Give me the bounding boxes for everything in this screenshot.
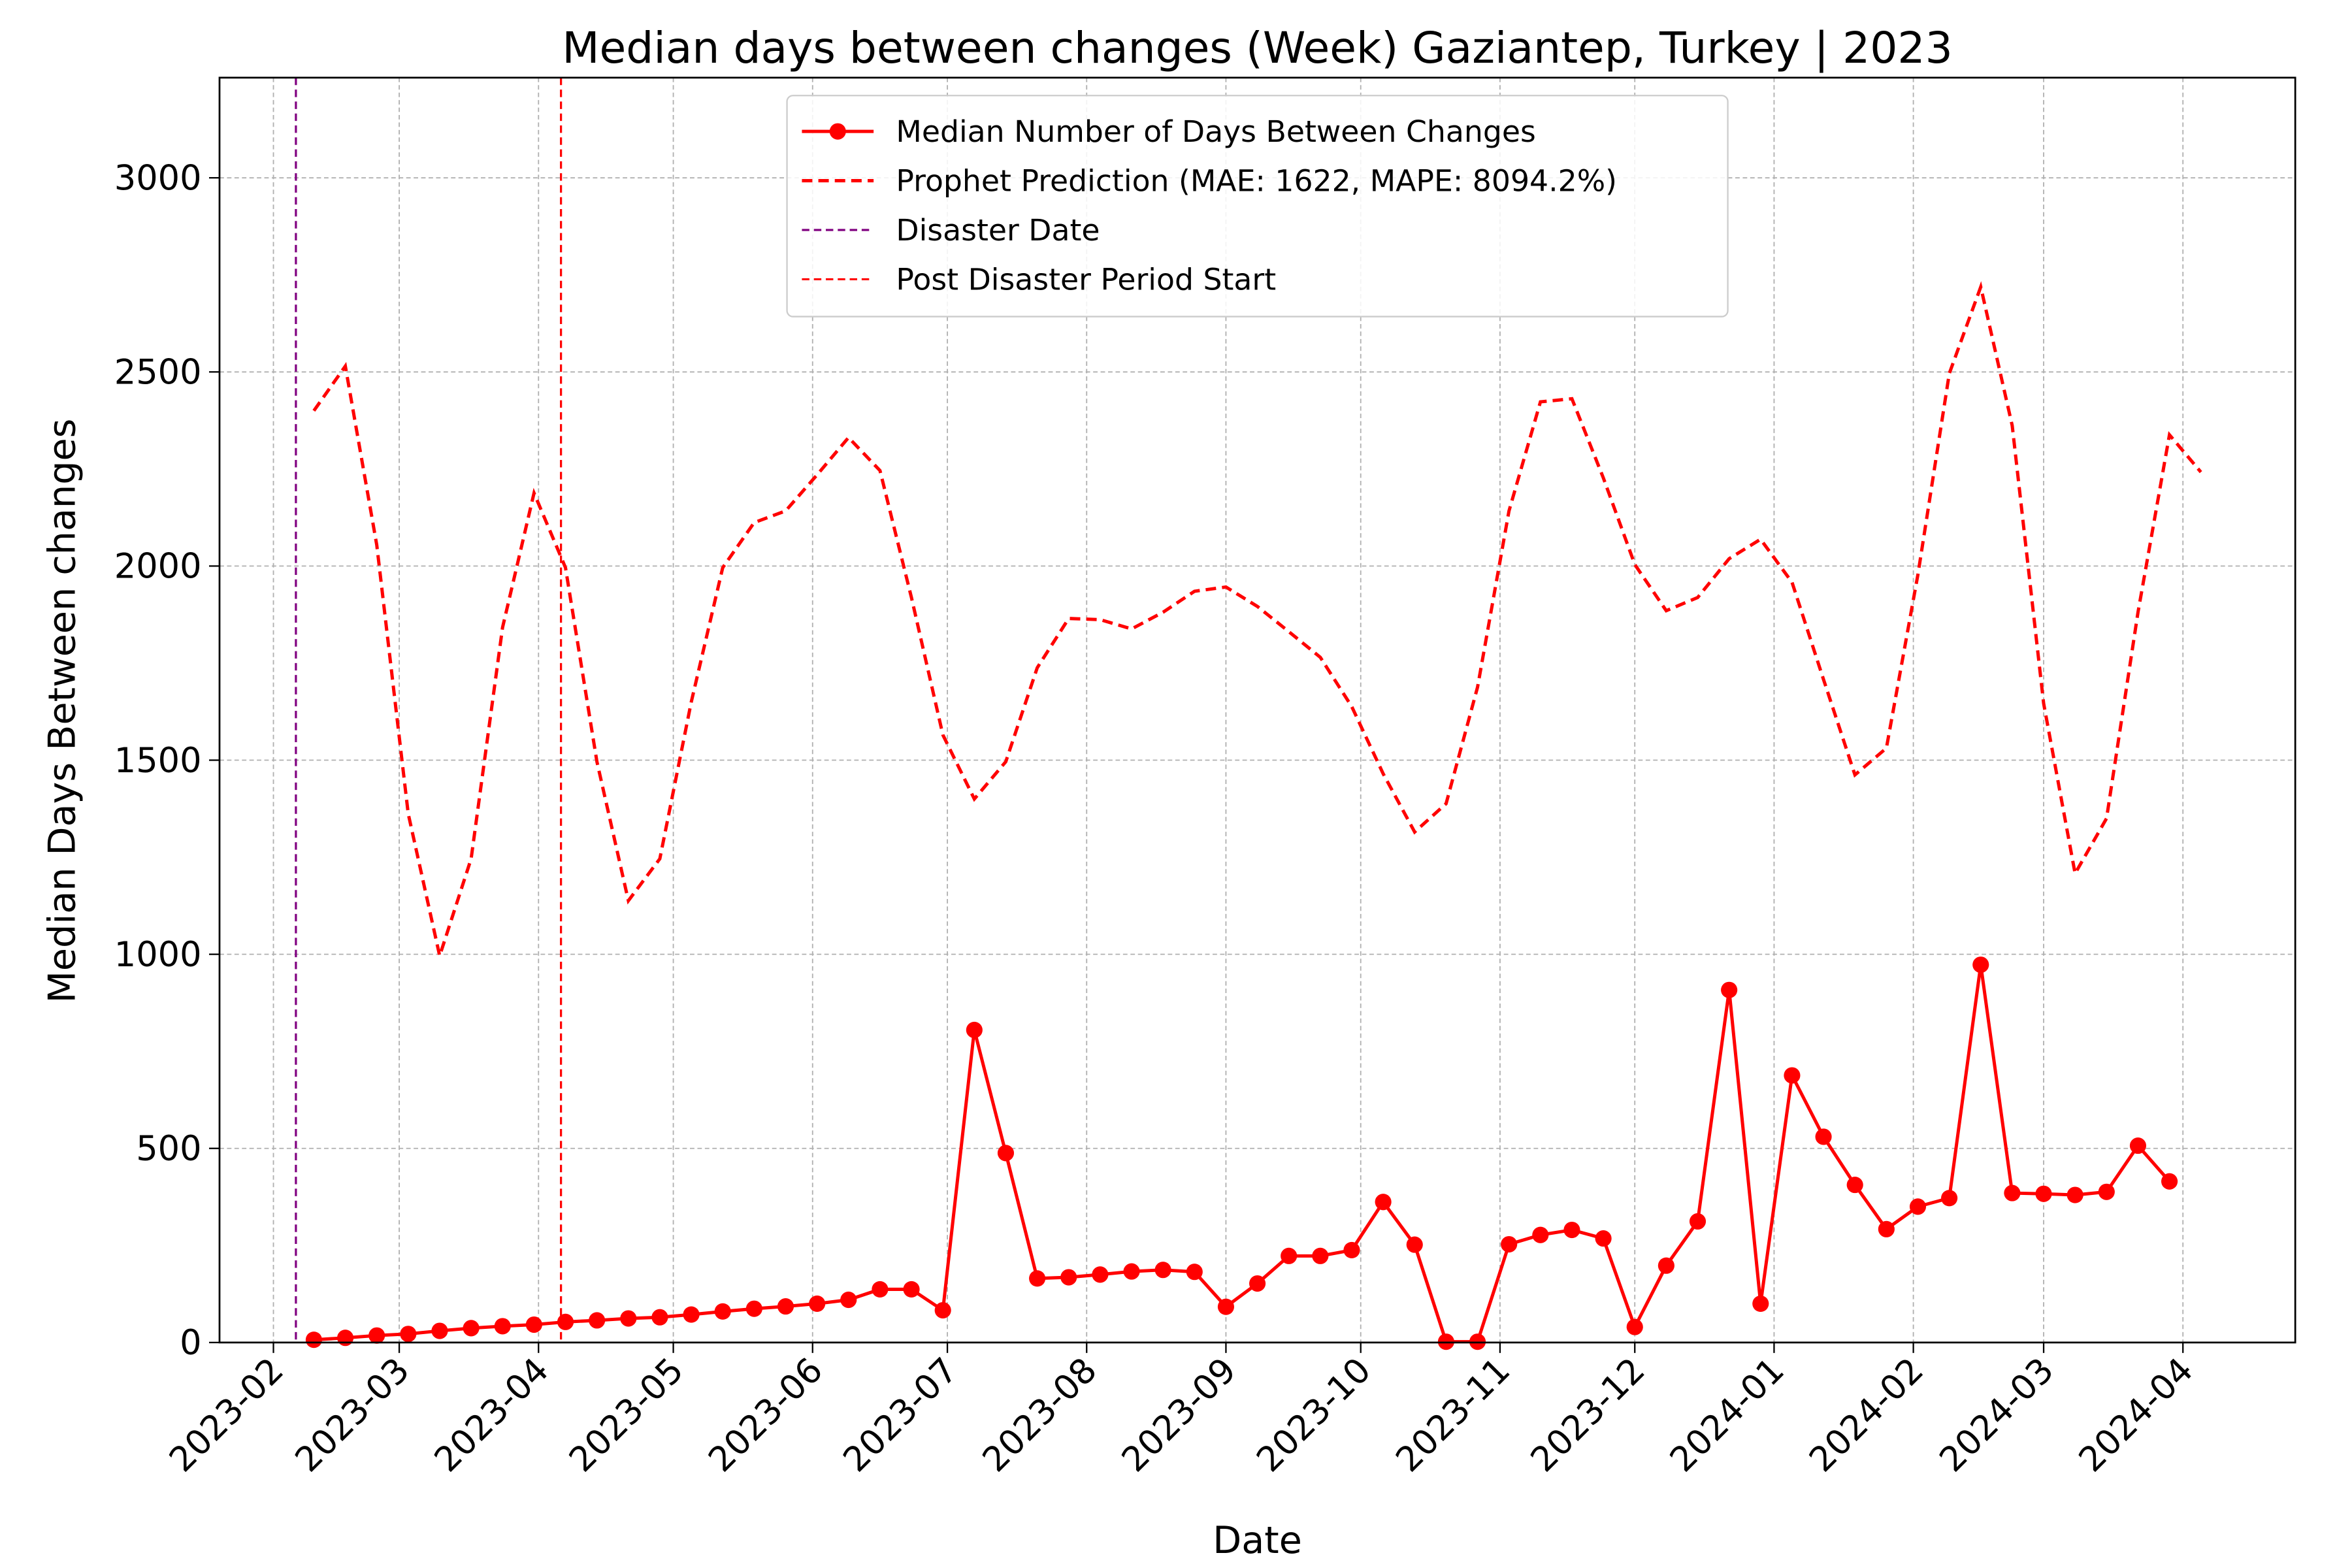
point: [2004, 1184, 2021, 1201]
point: [1941, 1190, 1958, 1207]
point: [1626, 1318, 1643, 1335]
point: [1406, 1236, 1423, 1253]
point: [2035, 1185, 2052, 1202]
point: [1721, 981, 1738, 998]
plot-frame: [218, 76, 2296, 1344]
y-tick-label: 500: [136, 1129, 201, 1169]
point: [1595, 1230, 1612, 1247]
point: [1815, 1128, 1832, 1145]
point: [1909, 1198, 1927, 1215]
point: [1312, 1247, 1329, 1264]
point: [2098, 1183, 2115, 1200]
legend-marker: [829, 123, 846, 140]
point: [1375, 1194, 1392, 1211]
y-tick-label: 1500: [114, 741, 202, 781]
point: [1972, 956, 1989, 973]
point: [525, 1316, 542, 1333]
x-axis-label: Date: [1213, 1519, 1302, 1562]
chart-title: Median days between changes (Week) Gazia…: [562, 22, 1952, 73]
point: [1752, 1295, 1769, 1313]
point: [1249, 1275, 1266, 1292]
point: [305, 1331, 322, 1348]
point: [368, 1327, 385, 1344]
point: [1123, 1263, 1140, 1280]
legend-label: Post Disaster Period Start: [896, 262, 1276, 297]
point: [966, 1021, 983, 1039]
point: [557, 1313, 574, 1330]
point: [1658, 1257, 1674, 1274]
point: [840, 1291, 857, 1309]
point: [1154, 1262, 1171, 1279]
point: [1029, 1270, 1046, 1287]
legend-label: Prophet Prediction (MAE: 1622, MAPE: 809…: [896, 164, 1617, 199]
point: [872, 1281, 889, 1298]
point: [2066, 1186, 2083, 1203]
point: [1846, 1177, 1863, 1194]
point: [1186, 1264, 1203, 1281]
point: [1281, 1247, 1298, 1264]
point: [651, 1309, 668, 1326]
point: [683, 1306, 700, 1323]
point: [1092, 1266, 1109, 1283]
y-axis-label: Median Days Between changes: [41, 419, 84, 1004]
legend-label: Median Number of Days Between Changes: [896, 114, 1535, 149]
point: [934, 1301, 951, 1319]
point: [1563, 1221, 1580, 1239]
point: [1689, 1213, 1707, 1230]
point: [2161, 1173, 2178, 1190]
point: [1217, 1298, 1235, 1315]
point: [589, 1312, 606, 1329]
y-tick-label: 1000: [114, 935, 202, 975]
point: [1878, 1220, 1895, 1237]
y-tick-label: 2500: [114, 353, 202, 393]
point: [1060, 1269, 1077, 1286]
point: [903, 1281, 920, 1298]
point: [745, 1300, 762, 1317]
y-tick-label: 2000: [114, 547, 202, 587]
point: [2129, 1137, 2147, 1154]
series-line: [312, 281, 2202, 962]
y-tick-label: 3000: [114, 158, 202, 198]
point: [400, 1326, 417, 1343]
legend-box: [786, 95, 1729, 318]
legend: Median Number of Days Between Changes Pro…: [786, 95, 1729, 318]
point: [777, 1298, 794, 1315]
point: [620, 1310, 637, 1327]
point: [1532, 1226, 1549, 1243]
point: [431, 1322, 448, 1339]
point: [1501, 1235, 1518, 1253]
point: [1784, 1067, 1801, 1084]
point: [1343, 1241, 1360, 1259]
point: [336, 1330, 354, 1347]
point: [463, 1320, 480, 1337]
point: [714, 1303, 731, 1320]
point: [494, 1318, 511, 1335]
point: [997, 1145, 1015, 1162]
y-tick-label: 0: [180, 1323, 201, 1363]
point: [809, 1295, 826, 1313]
legend-label: Disaster Date: [896, 213, 1100, 248]
